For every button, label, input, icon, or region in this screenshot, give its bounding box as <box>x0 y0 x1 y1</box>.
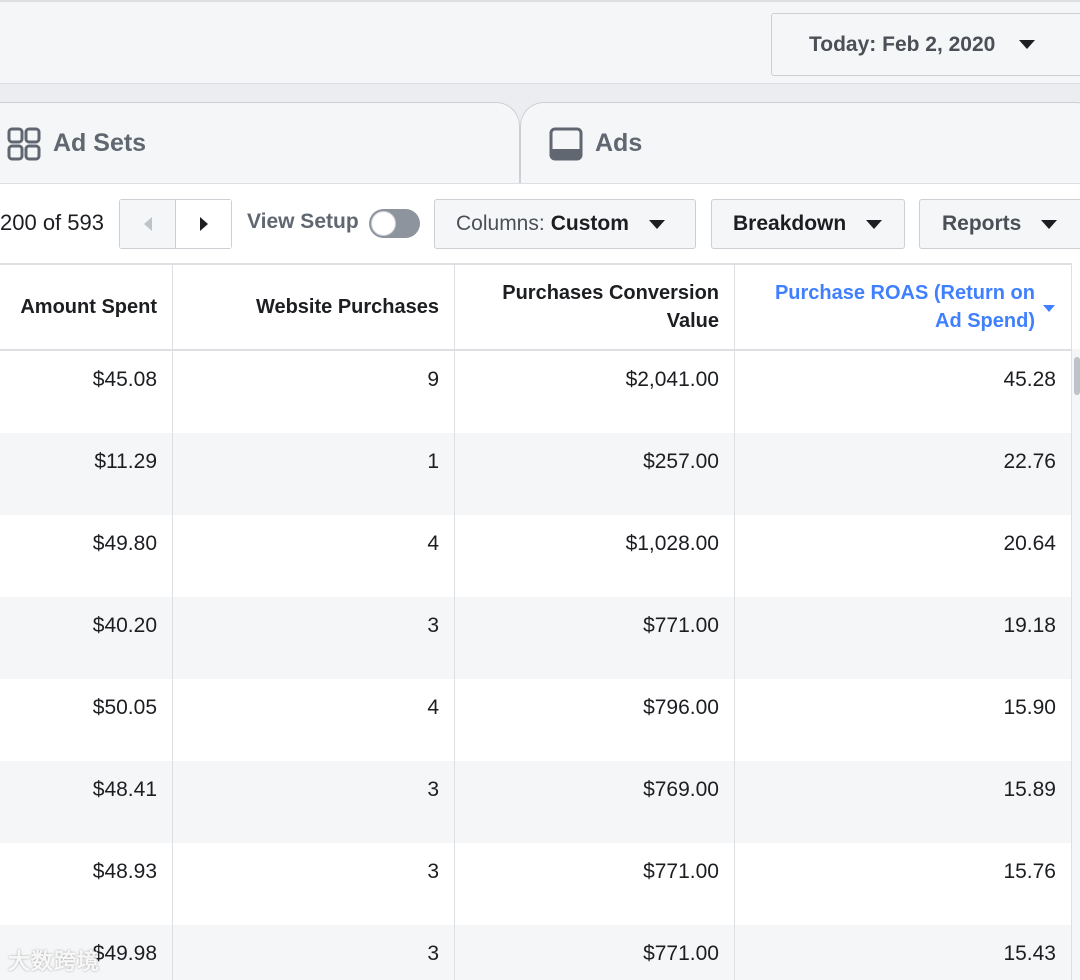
cell-amount-spent: $40.20 <box>0 597 173 679</box>
column-header-label: Amount Spent <box>20 296 157 318</box>
chevron-right-icon <box>199 217 208 231</box>
date-range-button[interactable]: Today: Feb 2, 2020 <box>771 13 1080 76</box>
table-toolbar: 200 of 593 View Setup Columns: Custom Br… <box>0 183 1080 264</box>
cell-purchase-roas: 15.43 <box>735 925 1072 980</box>
table-row[interactable]: $50.05 4 $796.00 15.90 <box>0 679 1072 761</box>
pagination-controls <box>119 199 232 249</box>
cell-conversion-value: $257.00 <box>455 433 735 515</box>
cell-amount-spent: $48.41 <box>0 761 173 843</box>
level-tabs: Ad Sets Ads <box>0 84 1080 184</box>
cell-website-purchases: 9 <box>173 351 455 433</box>
cell-amount-spent: $45.08 <box>0 351 173 433</box>
cell-website-purchases: 4 <box>173 679 455 761</box>
reports-label: Reports <box>942 212 1022 235</box>
column-header-amount-spent[interactable]: Amount Spent <box>0 265 173 349</box>
cell-purchase-roas: 19.18 <box>735 597 1072 679</box>
cell-amount-spent: $48.93 <box>0 843 173 925</box>
caret-down-icon <box>866 219 883 229</box>
scrollbar-thumb[interactable] <box>1074 357 1080 395</box>
next-page-button[interactable] <box>176 200 231 248</box>
cell-amount-spent: $11.29 <box>0 433 173 515</box>
chevron-left-icon <box>143 217 152 231</box>
pagination-text: 200 of 593 <box>0 210 104 235</box>
cell-purchase-roas: 15.89 <box>735 761 1072 843</box>
results-table: Amount Spent Website Purchases Purchases… <box>0 263 1072 980</box>
toggle-knob <box>371 211 396 236</box>
cell-website-purchases: 4 <box>173 515 455 597</box>
columns-value: Custom <box>550 212 629 235</box>
cell-conversion-value: $769.00 <box>455 761 735 843</box>
columns-button[interactable]: Columns: Custom <box>434 199 696 249</box>
tab-ad-sets[interactable]: Ad Sets <box>0 102 520 184</box>
cell-purchase-roas: 20.64 <box>735 515 1072 597</box>
cell-conversion-value: $2,041.00 <box>455 351 735 433</box>
cell-conversion-value: $771.00 <box>455 843 735 925</box>
table-row[interactable]: $48.93 3 $771.00 15.76 <box>0 843 1072 925</box>
breakdown-label: Breakdown <box>733 212 847 235</box>
caret-down-icon <box>1041 219 1058 229</box>
caret-down-icon <box>648 219 665 229</box>
cell-website-purchases: 3 <box>173 925 455 980</box>
cell-conversion-value: $771.00 <box>455 597 735 679</box>
reports-button[interactable]: Reports <box>919 199 1080 249</box>
cell-purchase-roas: 15.76 <box>735 843 1072 925</box>
table-row[interactable]: $49.98 3 $771.00 15.43 <box>0 925 1072 980</box>
cell-purchase-roas: 22.76 <box>735 433 1072 515</box>
grid-icon <box>7 127 41 160</box>
date-range-label: Today: Feb 2, 2020 <box>809 32 996 56</box>
cell-website-purchases: 3 <box>173 843 455 925</box>
watermark-logo: 大数跨境 <box>8 944 100 976</box>
cell-conversion-value: $796.00 <box>455 679 735 761</box>
watermark-text: 大数跨境 <box>8 949 101 974</box>
breakdown-button[interactable]: Breakdown <box>711 199 905 249</box>
tab-ad-sets-label: Ad Sets <box>53 129 147 157</box>
cell-purchase-roas: 15.90 <box>735 679 1072 761</box>
ad-preview-icon <box>549 127 583 160</box>
view-setup-toggle[interactable] <box>369 209 420 238</box>
cell-website-purchases: 3 <box>173 761 455 843</box>
table-row[interactable]: $48.41 3 $769.00 15.89 <box>0 761 1072 843</box>
caret-down-icon <box>1019 40 1036 49</box>
cell-conversion-value: $771.00 <box>455 925 735 980</box>
table-header: Amount Spent Website Purchases Purchases… <box>0 265 1072 351</box>
column-header-label: Purchases Conversion Value <box>502 282 719 332</box>
table-row[interactable]: $45.08 9 $2,041.00 45.28 <box>0 351 1072 433</box>
cell-conversion-value: $1,028.00 <box>455 515 735 597</box>
sort-descending-icon <box>1043 305 1055 312</box>
tab-ads-label: Ads <box>595 129 643 157</box>
cell-purchase-roas: 45.28 <box>735 351 1072 433</box>
top-bar: Today: Feb 2, 2020 <box>0 0 1080 84</box>
cell-website-purchases: 3 <box>173 597 455 679</box>
view-setup-label: View Setup <box>247 210 359 233</box>
cell-amount-spent: $50.05 <box>0 679 173 761</box>
vertical-scrollbar[interactable] <box>1072 349 1080 980</box>
tab-ads[interactable]: Ads <box>520 102 1080 184</box>
table-body: $45.08 9 $2,041.00 45.28 $11.29 1 $257.00 22.76… <box>0 351 1072 980</box>
column-header-label: Purchase ROAS (Return on Ad Spend) <box>774 282 1035 332</box>
column-header-conversion-value[interactable]: Purchases Conversion Value <box>455 265 735 349</box>
cell-website-purchases: 1 <box>173 433 455 515</box>
table-row[interactable]: $49.80 4 $1,028.00 20.64 <box>0 515 1072 597</box>
column-header-label: Website Purchases <box>255 296 439 318</box>
cell-amount-spent: $49.98 <box>0 925 173 980</box>
table-row[interactable]: $40.20 3 $771.00 19.18 <box>0 597 1072 679</box>
cell-amount-spent: $49.80 <box>0 515 173 597</box>
column-header-purchase-roas[interactable]: Purchase ROAS (Return on Ad Spend) <box>735 265 1072 349</box>
columns-prefix: Columns: <box>456 212 545 235</box>
table-row[interactable]: $11.29 1 $257.00 22.76 <box>0 433 1072 515</box>
column-header-website-purchases[interactable]: Website Purchases <box>173 265 455 349</box>
previous-page-button[interactable] <box>120 200 176 248</box>
